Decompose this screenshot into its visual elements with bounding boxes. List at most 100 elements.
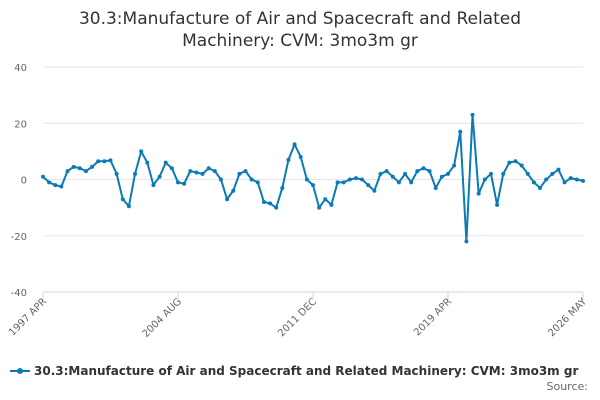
data-point [488, 171, 493, 176]
data-point [446, 171, 450, 176]
data-point [574, 177, 579, 182]
data-point [562, 180, 567, 185]
data-point [409, 180, 414, 185]
y-tick-label: 20 [14, 119, 27, 130]
data-point [415, 169, 420, 174]
data-point [249, 177, 254, 182]
data-point [538, 185, 543, 190]
data-point [292, 142, 297, 147]
data-point [421, 166, 426, 171]
data-point [114, 171, 119, 176]
data-point [286, 157, 291, 162]
data-point [274, 205, 279, 210]
data-point [341, 180, 346, 185]
data-point [41, 174, 45, 179]
data-point [268, 201, 273, 206]
data-point [317, 205, 322, 210]
data-point [120, 197, 125, 202]
data-point [403, 171, 408, 176]
data-point [470, 112, 475, 117]
legend[interactable]: 30.3:Manufacture of Air and Spacecraft a… [10, 364, 578, 378]
data-point [427, 169, 432, 174]
data-point [439, 174, 444, 179]
data-point [243, 169, 248, 174]
data-point [218, 177, 223, 182]
data-point [329, 202, 334, 207]
data-point [482, 177, 487, 182]
data-point [495, 202, 500, 207]
y-tick-label: 40 [14, 63, 27, 74]
y-tick-label: -40 [11, 288, 27, 299]
data-point [200, 171, 205, 176]
y-tick-label: -20 [11, 232, 27, 243]
data-point [525, 171, 530, 176]
data-point [163, 160, 168, 165]
data-point [188, 169, 193, 174]
data-point [347, 177, 352, 182]
data-point [225, 197, 230, 202]
legend-symbol [10, 368, 30, 374]
data-point [366, 183, 371, 188]
data-point [169, 166, 174, 171]
data-point [353, 176, 358, 181]
data-point [83, 169, 88, 174]
chart-title: 30.3:Manufacture of Air and Spacecraft a… [78, 9, 522, 51]
data-point [458, 129, 463, 134]
data-point [90, 164, 95, 169]
data-point [237, 171, 242, 176]
data-point [311, 183, 315, 188]
data-point [194, 170, 199, 175]
data-line [42, 114, 584, 242]
y-tick-label: 0 [21, 176, 27, 187]
data-point [390, 174, 395, 179]
data-point [298, 155, 303, 159]
data-point [255, 180, 260, 185]
data-point [139, 149, 144, 154]
data-point [304, 177, 309, 182]
x-tick-label: 2026 MAY [546, 296, 589, 339]
data-point [556, 167, 561, 172]
data-point [212, 169, 217, 174]
data-point [433, 185, 438, 190]
source: Source: [546, 380, 589, 393]
x-tick-label: 1997 APR [7, 296, 49, 338]
x-tick-label: 2004 AUG [141, 296, 185, 340]
data-point [464, 239, 469, 244]
data-point [507, 160, 512, 165]
data-point [151, 183, 156, 188]
data-point [531, 180, 536, 185]
data-point [126, 204, 131, 209]
data-point [568, 176, 573, 181]
data-point [360, 177, 365, 182]
data-point [378, 171, 383, 176]
data-point [581, 178, 585, 183]
data-point [544, 177, 549, 182]
data-point [102, 159, 107, 164]
data-point [157, 174, 162, 179]
data-point [206, 166, 211, 171]
data-point [71, 164, 76, 169]
data-point [47, 180, 52, 185]
data-point [59, 184, 64, 189]
data-point [476, 191, 481, 196]
data-point [77, 166, 82, 171]
x-tick-label: 2019 APR [412, 296, 454, 338]
data-point [335, 180, 340, 185]
data-point [519, 163, 524, 168]
data-point [550, 171, 555, 176]
data-point [231, 188, 236, 193]
x-tick-label: 2011 DEC [276, 296, 319, 339]
data-point [108, 158, 113, 163]
data-point [261, 200, 266, 204]
legend-label: 30.3:Manufacture of Air and Spacecraft a… [34, 364, 579, 378]
data-point [501, 171, 506, 176]
data-point [176, 180, 180, 185]
data-point [96, 159, 101, 164]
data-point [513, 159, 518, 164]
data-point [280, 185, 285, 190]
data-point [384, 169, 389, 174]
data-point [53, 183, 58, 188]
data-point [182, 181, 187, 186]
